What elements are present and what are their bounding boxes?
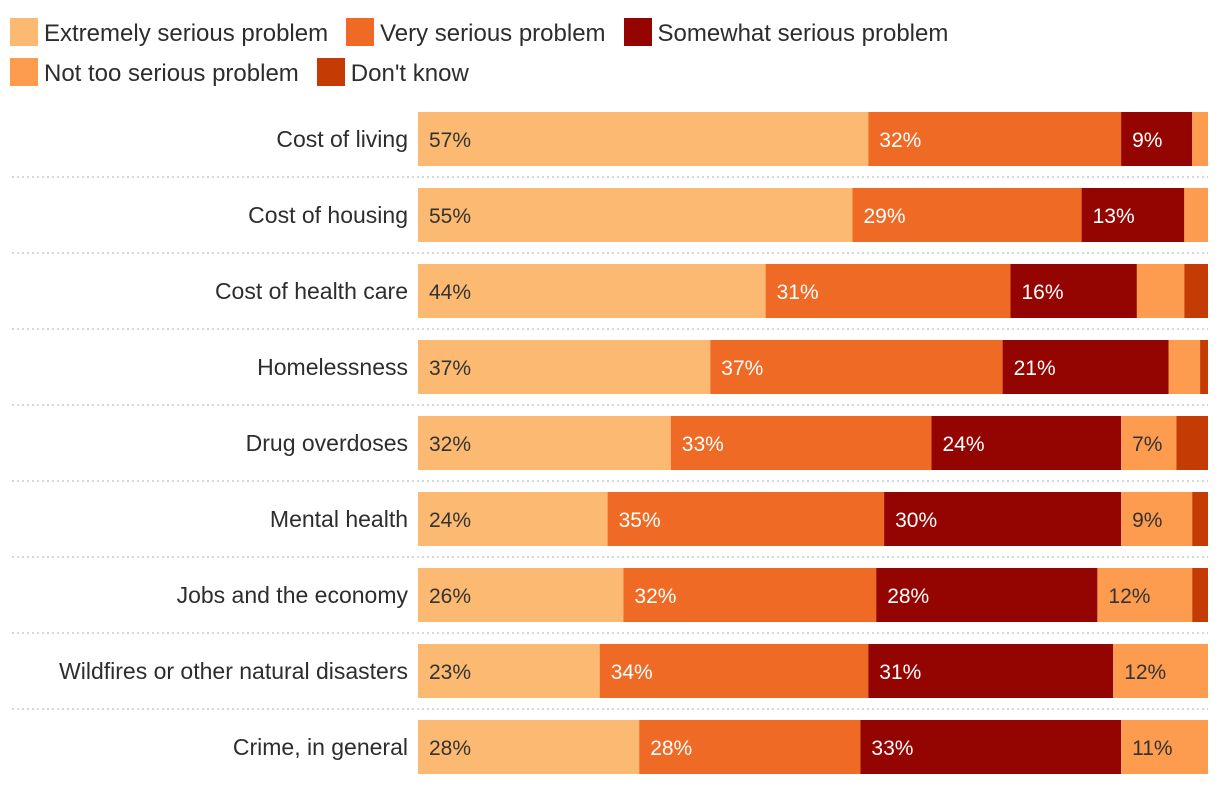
category-label: Mental health	[270, 506, 408, 532]
data-label: 44%	[429, 281, 471, 304]
legend-label: Don't know	[350, 60, 469, 87]
category-label: Cost of health care	[215, 278, 408, 304]
bar-segment	[1081, 188, 1185, 242]
legend: Extremely serious problem Very serious pr…	[10, 14, 1200, 94]
data-label: 35%	[619, 509, 661, 532]
bar-segment	[1192, 568, 1208, 622]
legend-swatch	[623, 18, 652, 46]
bar-segment	[418, 568, 624, 622]
legend-item: Don't know	[316, 54, 469, 94]
category-label: Jobs and the economy	[177, 582, 409, 608]
data-label: 28%	[429, 737, 471, 760]
data-label: 12%	[1124, 661, 1166, 684]
legend-item: Very serious problem	[346, 14, 606, 54]
bar-segment	[1121, 416, 1177, 470]
data-label: 13%	[1093, 205, 1135, 228]
legend-swatch	[10, 18, 38, 46]
category-label: Crime, in general	[233, 734, 408, 760]
data-label: 37%	[429, 357, 471, 380]
bar-segment	[607, 492, 885, 546]
bar-segment	[418, 112, 869, 166]
data-label: 37%	[721, 357, 763, 380]
bar-segment	[1184, 188, 1208, 242]
bar-segment	[1192, 112, 1208, 166]
data-label: 57%	[429, 129, 471, 152]
legend-label: Extremely serious problem	[44, 20, 329, 47]
data-label: 24%	[943, 433, 985, 456]
data-label: 21%	[1014, 357, 1056, 380]
data-label: 33%	[871, 737, 913, 760]
bar-segment	[599, 644, 869, 698]
bar-segment	[884, 492, 1122, 546]
bar-segment	[1176, 416, 1208, 470]
bar-segment	[1136, 264, 1185, 318]
data-label: 29%	[864, 205, 906, 228]
bar-segment	[418, 340, 711, 394]
legend-label: Very serious problem	[380, 20, 606, 47]
data-label: 28%	[887, 585, 929, 608]
legend-label: Somewhat serious problem	[657, 20, 949, 47]
bar-segment	[1010, 264, 1137, 318]
bar-segment	[1121, 492, 1193, 546]
bar-segment	[1097, 568, 1193, 622]
bar-segment	[623, 568, 877, 622]
legend-item: Extremely serious problem	[10, 14, 328, 54]
bar-segment	[710, 340, 1003, 394]
data-label: 11%	[1132, 737, 1172, 760]
bar-segment	[670, 416, 932, 470]
data-label: 28%	[650, 737, 692, 760]
bar-segment	[1121, 112, 1193, 166]
bar-segment	[1184, 264, 1208, 318]
bar-segment	[639, 720, 861, 774]
bar-segment	[418, 644, 600, 698]
bar-segment	[765, 264, 1011, 318]
data-label: 55%	[429, 205, 471, 228]
data-label: 30%	[895, 509, 937, 532]
bar-segment	[418, 416, 671, 470]
data-label: 24%	[429, 509, 471, 532]
bar-segment	[1113, 644, 1208, 698]
bar-segment	[931, 416, 1122, 470]
category-label: Drug overdoses	[246, 430, 408, 456]
legend-swatch	[316, 58, 345, 86]
bar-segment	[868, 112, 1122, 166]
legend-item: Somewhat serious problem	[623, 14, 949, 54]
bar-segment	[418, 492, 608, 546]
bar-segment	[418, 720, 640, 774]
data-label: 31%	[777, 281, 819, 304]
data-label: 23%	[429, 661, 471, 684]
legend-swatch	[346, 18, 375, 46]
data-label: 16%	[1022, 281, 1064, 304]
data-label: 12%	[1108, 585, 1150, 608]
bar-segment	[852, 188, 1082, 242]
bar-segment	[868, 644, 1114, 698]
data-label: 7%	[1132, 433, 1162, 456]
bar-segment	[876, 568, 1098, 622]
data-label: 33%	[682, 433, 724, 456]
data-label: 26%	[429, 585, 471, 608]
category-label: Wildfires or other natural disasters	[59, 658, 408, 684]
bar-segment	[418, 188, 853, 242]
data-label: 9%	[1132, 129, 1162, 152]
bar-segment	[1192, 492, 1208, 546]
data-label: 9%	[1132, 509, 1162, 532]
bar-segment	[1002, 340, 1169, 394]
bar-segment	[1121, 720, 1208, 774]
data-label: 31%	[879, 661, 921, 684]
category-label: Cost of living	[276, 126, 408, 152]
legend-swatch	[10, 58, 38, 86]
category-label: Homelessness	[257, 354, 408, 380]
bar-segment	[860, 720, 1122, 774]
bar-segment	[1168, 340, 1201, 394]
legend-item: Not too serious problem	[10, 54, 299, 94]
legend-label: Not too serious problem	[44, 60, 299, 87]
data-label: 32%	[879, 129, 921, 152]
bar-segment	[1200, 340, 1208, 394]
data-label: 34%	[611, 661, 653, 684]
data-label: 32%	[634, 585, 676, 608]
bar-segment	[418, 264, 766, 318]
category-label: Cost of housing	[248, 202, 408, 228]
data-label: 32%	[429, 433, 471, 456]
